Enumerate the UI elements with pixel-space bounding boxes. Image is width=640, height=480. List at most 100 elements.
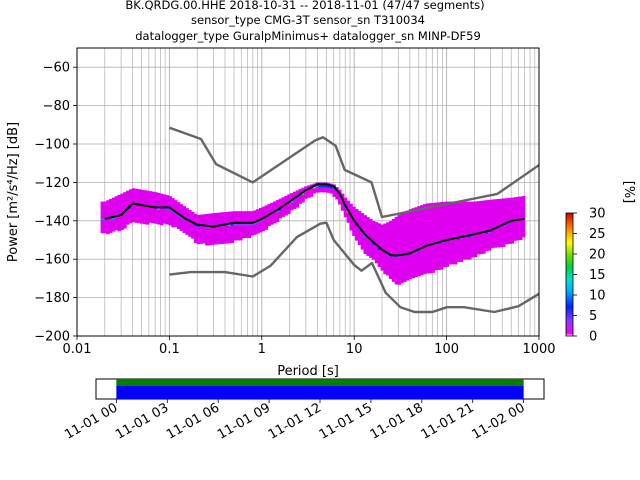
density-cell [397,260,401,264]
density-cell [202,221,206,225]
density-cell [493,201,498,205]
density-cell [521,215,526,219]
density-cell [157,195,161,199]
density-cell [454,213,458,217]
density-cell [304,186,308,190]
density-cell [439,233,444,237]
density-cell [487,204,492,208]
density-cell [256,214,260,217]
density-cell [431,267,435,271]
density-cell [366,245,370,249]
density-cell [414,259,418,263]
density-cell [352,225,356,229]
density-cell [148,203,153,206]
density-cell [516,206,520,210]
density-cell [360,244,365,248]
density-cell [473,230,478,234]
density-cell [213,236,218,240]
density-cell [428,270,432,274]
density-cell [117,223,121,227]
density-cell [270,207,274,211]
density-cell [335,187,339,190]
density-cell [343,207,348,211]
density-cell [131,193,136,196]
density-cell [428,224,432,228]
density-cell [468,242,472,246]
density-cell [425,225,430,228]
density-cell [357,242,362,246]
colorbar-gradient [565,212,574,337]
density-cell [363,219,367,223]
density-cell [267,208,271,212]
density-cell [400,270,404,274]
density-cell [374,224,379,228]
density-cell [397,272,401,276]
density-cell [394,245,399,249]
density-cell [386,270,390,274]
density-cell [284,205,288,209]
density-cell [159,203,164,207]
density-cell [479,217,483,221]
density-cell [270,214,274,218]
density-cell [422,208,427,212]
density-cell [258,210,263,214]
density-cell [369,233,373,237]
density-cell [496,220,500,224]
density-cell [493,223,498,227]
density-cell [442,201,447,205]
density-cell [519,230,523,233]
density-cell [253,227,257,231]
density-cell [224,221,229,225]
density-cell [126,197,130,201]
density-cell [205,242,209,246]
density-cell [292,191,297,195]
density-cell [213,229,218,233]
density-cell [222,216,226,220]
density-cell [230,225,235,229]
density-cell [493,199,498,203]
density-cell [261,223,266,227]
density-cell [521,222,526,226]
density-cell [510,240,514,244]
density-cell [479,200,483,204]
x-tick-label: 0.1 [159,342,180,357]
density-cell [454,216,458,219]
density-cell [445,228,449,231]
ppsd-plot: 0.01 0.1 1 10 100 1000 −200−180−160−140−120−1… [6,47,556,379]
density-cell [103,213,107,217]
density-cell [516,204,520,207]
density-cell [114,196,119,200]
density-cell [199,219,203,223]
density-cell [213,232,218,235]
density-cell [507,238,512,242]
density-cell [247,228,252,231]
density-cell [380,234,384,237]
density-cell [244,232,249,236]
density-cell [137,213,141,217]
density-cell [292,201,297,205]
density-cell [405,248,410,252]
density-cell [445,225,449,229]
density-cell [131,212,136,216]
density-cell [496,230,500,234]
density-cell [380,241,384,245]
density-cell [126,200,130,204]
density-cell [284,195,288,199]
density-cell [400,215,404,219]
density-cell [151,191,155,195]
density-cell [222,219,226,223]
density-cell [400,246,404,250]
density-cell [230,213,235,217]
density-cell [408,233,413,236]
density-cell [490,204,495,208]
density-cell [417,213,421,217]
density-cell [103,223,107,226]
density-cell [468,235,472,238]
density-cell [253,222,257,226]
density-cell [261,211,266,215]
density-cell [256,230,260,234]
density-cell [199,231,203,235]
density-cell [388,240,393,244]
density-cell [372,223,376,227]
